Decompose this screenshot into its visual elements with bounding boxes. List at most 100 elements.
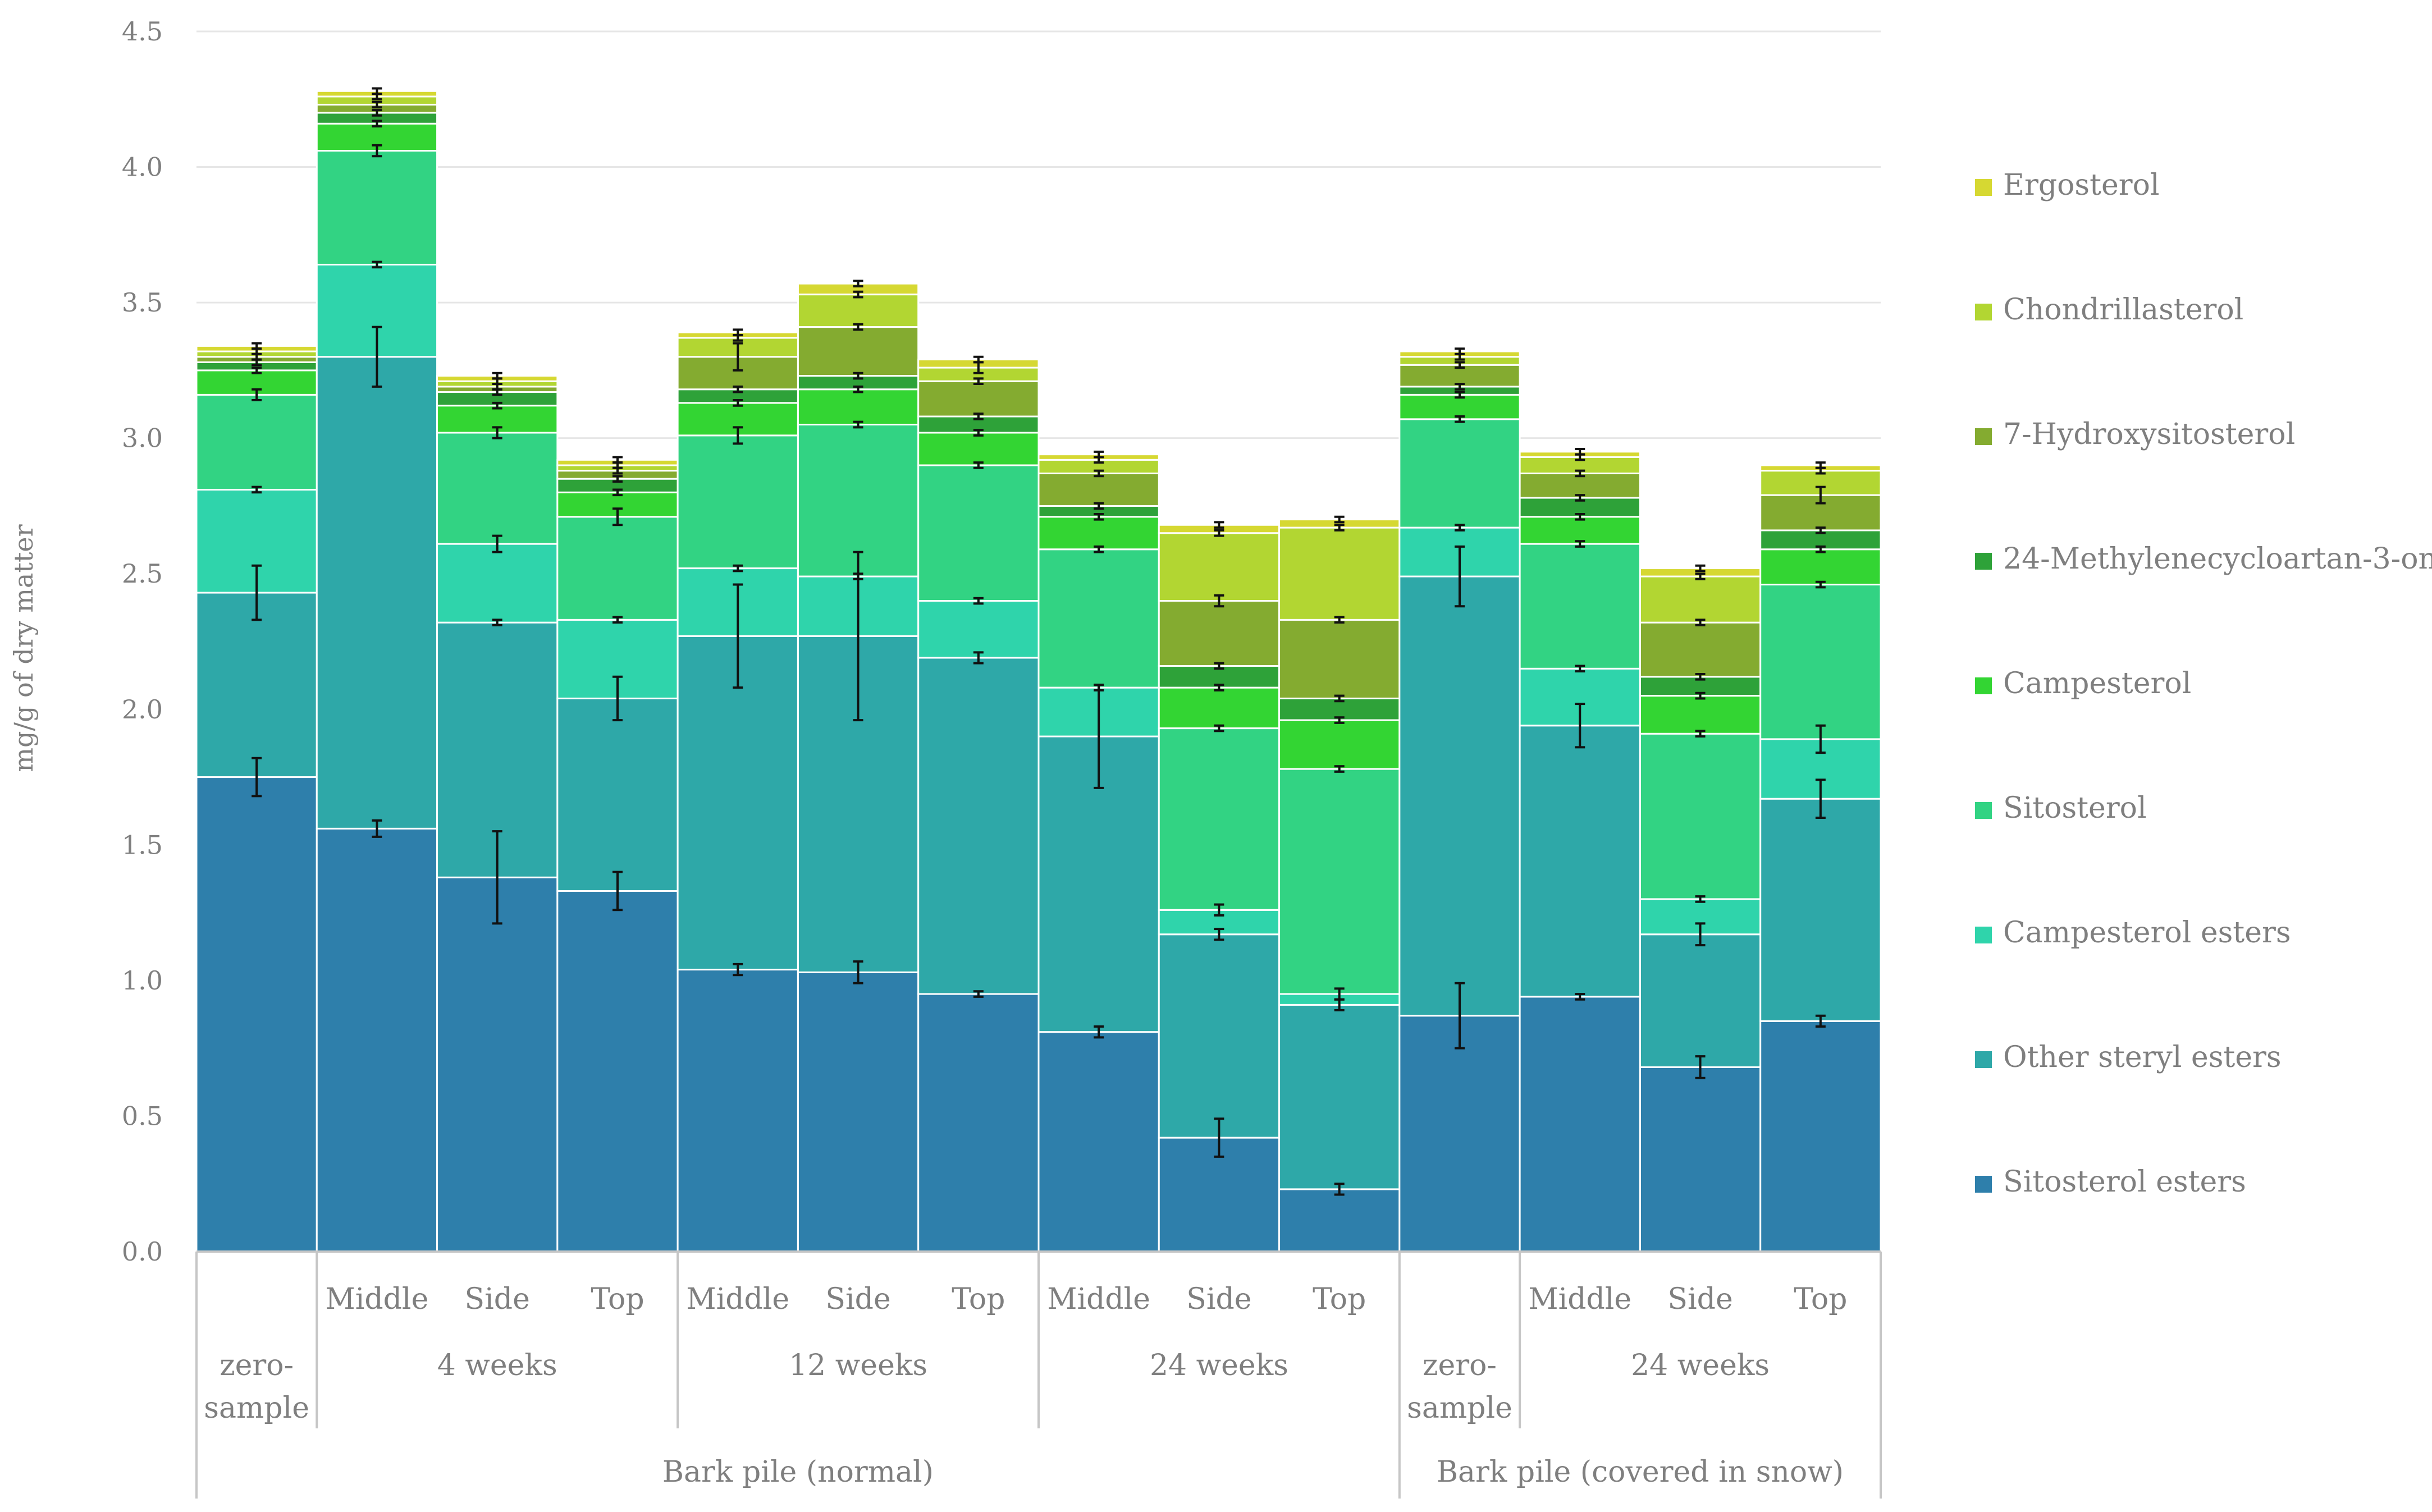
bar-segment — [556, 516, 679, 621]
error-bars — [252, 87, 1826, 1196]
y-tick-label: 2.0 — [122, 694, 163, 725]
bar-segment — [1398, 1015, 1521, 1253]
y-tick-label: 3.5 — [122, 287, 163, 318]
bar-segment — [1158, 532, 1281, 602]
legend-swatch — [1975, 304, 1992, 320]
bar-segment — [556, 890, 679, 1253]
bar-segment — [1278, 1004, 1401, 1190]
x-group-label: 24 weeks — [1631, 1349, 1770, 1382]
x-axis: zero-sample Middle Side Top Middle Side Top Mid… — [195, 1250, 1882, 1499]
bar-segment — [1519, 996, 1641, 1253]
x-group-label: 24 weeks — [1150, 1349, 1288, 1382]
x-pile-label: Bark pile (normal) — [662, 1455, 934, 1489]
x-zero-sample-label-line1: zero- — [220, 1349, 294, 1382]
bar-segment — [1158, 727, 1281, 911]
legend-swatch — [1975, 1051, 1992, 1068]
bar-segment — [316, 150, 438, 265]
bar-segment — [316, 827, 438, 1253]
x-bar-label: Side — [1667, 1282, 1732, 1316]
bar-segment — [1639, 575, 1762, 624]
bar-segment — [676, 434, 799, 570]
bar-segment — [917, 657, 1040, 995]
x-bar-label: Side — [1186, 1282, 1251, 1316]
bar-segment — [1278, 1188, 1401, 1253]
y-axis-label: mg/g of dry matter — [8, 524, 39, 772]
bar-segment — [436, 543, 559, 624]
bar-segment — [1037, 472, 1160, 507]
x-bar-label: Top — [591, 1282, 644, 1316]
bar-segment — [1278, 719, 1401, 770]
bar-segment — [1037, 548, 1160, 689]
bar-segment — [195, 776, 318, 1253]
x-group-label: 12 weeks — [789, 1349, 927, 1382]
bar-segment — [1519, 516, 1641, 545]
legend-swatch — [1975, 553, 1992, 570]
bar-segment — [797, 326, 920, 377]
legend-swatch — [1975, 1176, 1992, 1193]
y-tick-label: 0.0 — [122, 1236, 163, 1267]
bar-segment — [917, 993, 1040, 1253]
bar-segment — [917, 432, 1040, 466]
bar-segment — [797, 294, 920, 328]
bar-segment — [1037, 1031, 1160, 1253]
bar-segment — [436, 432, 559, 545]
bar-segment — [195, 393, 318, 491]
y-tick-label: 4.0 — [122, 152, 163, 182]
y-tick-label: 2.5 — [122, 558, 163, 589]
y-tick-label: 1.5 — [122, 830, 163, 860]
bar-segment — [1639, 933, 1762, 1068]
legend-entry: Sitosterol — [2003, 791, 2147, 825]
bar-segment — [1759, 584, 1882, 740]
bar-segment — [1158, 933, 1281, 1139]
bar-segment — [1398, 418, 1521, 529]
x-bar-label: Side — [825, 1282, 890, 1316]
x-bar-label: Middle — [1047, 1282, 1150, 1316]
bar-segment — [1037, 516, 1160, 551]
x-bar-label: Middle — [686, 1282, 789, 1316]
x-group-label: 4 weeks — [437, 1349, 557, 1382]
legend-swatch — [1975, 428, 1992, 445]
bar-segment — [917, 464, 1040, 602]
bar-segment — [1759, 1020, 1882, 1253]
x-bar-label: Middle — [325, 1282, 428, 1316]
bar-segment — [1639, 621, 1762, 678]
x-zero-sample-label-line1: zero- — [1423, 1349, 1497, 1382]
bar-segment — [1158, 600, 1281, 667]
x-pile-label: Bark pile (covered in snow) — [1437, 1455, 1844, 1489]
bar-segment — [556, 697, 679, 892]
bar-segment — [1519, 543, 1641, 670]
x-zero-sample-label-line2: sample — [204, 1391, 309, 1425]
bar-segment — [676, 635, 799, 971]
legend-swatch — [1975, 179, 1992, 196]
bar-segment — [1759, 548, 1882, 586]
x-bar-label: Side — [465, 1282, 530, 1316]
bar-segment — [1639, 695, 1762, 735]
legend-entry: Campesterol esters — [2003, 916, 2291, 950]
x-bar-label: Top — [1794, 1282, 1847, 1316]
y-tick-label: 0.5 — [122, 1101, 163, 1131]
bar-segment — [1278, 768, 1401, 995]
y-axis: 0.0 0.5 1.0 1.5 2.0 2.5 3.0 3.5 4.0 4.5 — [122, 16, 163, 1267]
legend-swatch — [1975, 677, 1992, 694]
legend-entry: Other steryl esters — [2003, 1041, 2282, 1074]
bar-segment — [917, 380, 1040, 418]
legend-entry: Ergosterol — [2003, 168, 2160, 202]
bar-segment — [1639, 1066, 1762, 1253]
bar-segment — [917, 600, 1040, 659]
bar-segment — [1398, 575, 1521, 1017]
legend-entry: Campesterol — [2003, 667, 2191, 700]
legend: Ergosterol Chondrillasterol 7-Hydroxysitos… — [1975, 168, 2432, 1199]
x-bar-label: Middle — [1528, 1282, 1631, 1316]
y-tick-label: 1.0 — [122, 965, 163, 996]
legend-swatch — [1975, 927, 1992, 943]
bar-segment — [1278, 526, 1401, 621]
y-tick-label: 3.0 — [122, 423, 163, 453]
legend-swatch — [1975, 802, 1992, 819]
legend-entry: 24-Methylenecycloartan-3-one — [2003, 542, 2432, 576]
bar-segment — [676, 969, 799, 1253]
bar-segment — [195, 592, 318, 778]
bar-segment — [1759, 798, 1882, 1022]
bar-segment — [1278, 618, 1401, 699]
bar-segment — [1519, 725, 1641, 998]
